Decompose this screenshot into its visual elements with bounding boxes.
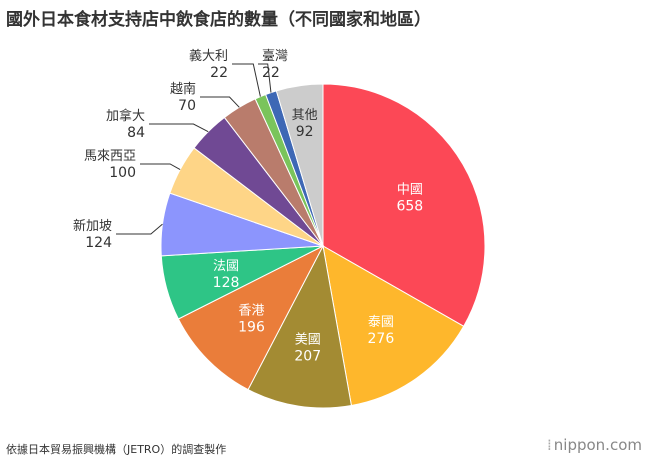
slice-label-9: 義大利 <box>189 48 228 64</box>
pie-slice-3 <box>177 244 325 391</box>
slice-value-8: 70 <box>178 98 196 114</box>
pie-slice-0 <box>322 83 486 327</box>
slice-label-5: 新加坡 <box>73 218 112 234</box>
slice-value-4: 128 <box>213 275 240 291</box>
leader-line-9 <box>232 63 261 97</box>
pie-slice-1 <box>322 245 465 407</box>
leader-line-7 <box>149 123 209 133</box>
slice-value-9: 22 <box>210 65 228 81</box>
leader-line-5 <box>116 223 163 235</box>
slice-label-0: 中國 <box>397 183 423 198</box>
slice-value-2: 207 <box>294 348 321 364</box>
slice-label-11: 其他 <box>292 108 318 123</box>
slice-label-1: 泰國 <box>368 315 394 330</box>
pie-slice-11 <box>275 83 324 247</box>
nippon-logo: ⁞ nippon.com <box>547 436 642 454</box>
slice-label-8: 越南 <box>170 81 196 97</box>
slice-value-11: 92 <box>296 124 314 140</box>
source-note: 依據日本貿易振興機構（JETRO）的調查製作 <box>6 443 227 456</box>
leader-line-8 <box>200 96 240 108</box>
slice-label-3: 香港 <box>238 304 264 319</box>
slice-label-10: 臺灣 <box>262 49 288 64</box>
logo-dots-icon: ⁞ <box>547 436 552 454</box>
slice-value-7: 84 <box>127 125 145 141</box>
slice-label-4: 法國 <box>213 259 239 274</box>
slice-value-5: 124 <box>85 235 112 251</box>
slice-label-7: 加拿大 <box>106 108 145 124</box>
slice-label-2: 美國 <box>295 332 321 347</box>
slice-label-6: 馬來西亞 <box>84 149 136 164</box>
slice-value-1: 276 <box>368 331 395 347</box>
chart-title: 國外日本食材支持店中飲食店的數量（不同國家和地區） <box>6 10 431 30</box>
pie-slice-2 <box>247 244 352 409</box>
slice-value-6: 100 <box>109 165 136 181</box>
leader-line-6 <box>140 163 181 171</box>
slice-value-0: 658 <box>396 199 423 215</box>
slice-value-3: 196 <box>238 320 265 336</box>
logo-text: nippon.com <box>553 436 642 454</box>
leader-line-10 <box>258 63 272 93</box>
slice-value-10: 22 <box>262 65 280 81</box>
